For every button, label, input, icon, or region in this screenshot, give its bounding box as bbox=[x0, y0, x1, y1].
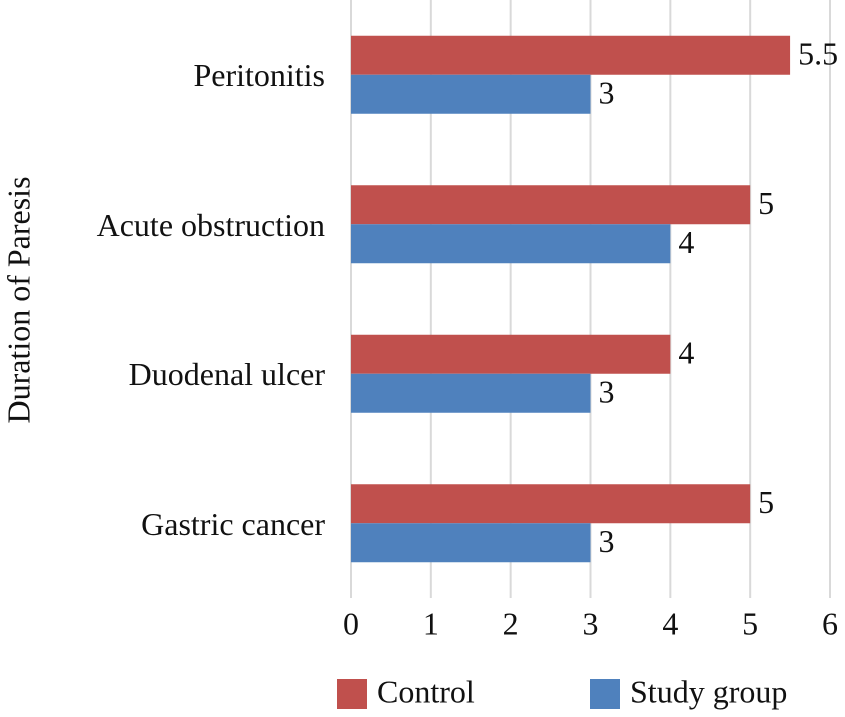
bar bbox=[351, 373, 591, 413]
legend-label: Control bbox=[377, 673, 475, 709]
x-tick-label: 3 bbox=[583, 605, 599, 641]
legend-swatch bbox=[337, 679, 367, 709]
data-label: 5.5 bbox=[798, 36, 838, 72]
legend-label: Study group bbox=[630, 673, 787, 709]
bar bbox=[351, 484, 751, 524]
data-label: 4 bbox=[678, 335, 694, 371]
bar bbox=[351, 523, 591, 563]
data-label: 5 bbox=[758, 185, 774, 221]
data-label: 4 bbox=[678, 224, 694, 260]
bar bbox=[351, 185, 751, 225]
x-tick-label: 4 bbox=[662, 605, 678, 641]
bar bbox=[351, 35, 791, 75]
x-tick-label: 5 bbox=[742, 605, 758, 641]
bar bbox=[351, 224, 671, 264]
y-tick-label: Acute obstruction bbox=[96, 206, 325, 243]
x-tick-label: 0 bbox=[343, 605, 359, 641]
legend-swatch bbox=[590, 679, 620, 709]
bar bbox=[351, 334, 671, 374]
y-tick-label: Peritonitis bbox=[193, 57, 325, 93]
x-tick-label: 2 bbox=[503, 605, 519, 641]
y-axis-title: Duration of Paresis bbox=[0, 176, 36, 423]
y-tick-label: Duodenal ulcer bbox=[128, 356, 325, 392]
data-label: 3 bbox=[599, 75, 615, 111]
bar bbox=[351, 74, 591, 114]
data-label: 3 bbox=[599, 374, 615, 410]
data-label: 3 bbox=[599, 523, 615, 559]
x-tick-label: 1 bbox=[423, 605, 439, 641]
data-label: 5 bbox=[758, 484, 774, 520]
x-tick-label: 6 bbox=[822, 605, 838, 641]
y-tick-label: Gastric cancer bbox=[141, 505, 325, 542]
